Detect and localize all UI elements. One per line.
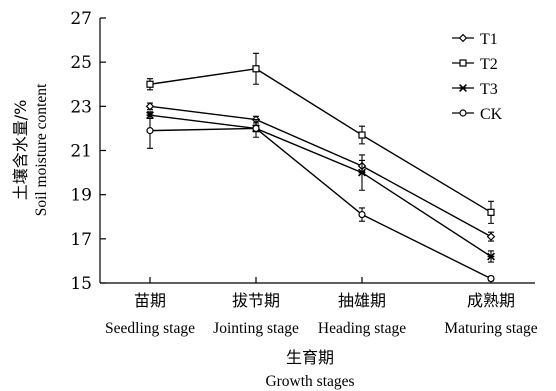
x-tick-label-cn: 抽雄期 [338, 291, 386, 310]
legend-item-t3: T3 [452, 81, 498, 98]
y-tick-label: 21 [70, 142, 92, 162]
x-tick-label-en: Heading stage [318, 320, 406, 337]
x-ticks: 苗期 Seedling stage 拔节期 Jointing stage 抽雄期 Head… [105, 277, 538, 337]
legend-marker-ck [459, 109, 467, 117]
point-t1 [486, 232, 496, 241]
y-tick-label: 19 [70, 186, 92, 206]
x-tick-label-en: Maturing stage [444, 320, 538, 337]
series-line-ck [149, 127, 492, 280]
legend: T1 T2 T3 CK [452, 31, 503, 123]
y-axis-title-en: Soil moisture content [33, 83, 50, 216]
x-tick-label-en: Seedling stage [105, 320, 195, 337]
legend-marker-t3 [459, 84, 467, 92]
y-ticks: 15 17 19 21 23 25 27 [70, 9, 106, 294]
x-axis-title-en: Growth stages [265, 373, 354, 390]
legend-marker-t2 [459, 59, 467, 67]
y-tick-label: 23 [70, 97, 92, 117]
x-axis-title-cn: 生育期 [286, 348, 334, 367]
series-line-t3 [149, 114, 492, 258]
y-tick-label: 17 [70, 230, 92, 250]
y-axis-title: 土壤含水量/% Soil moisture content [11, 83, 50, 216]
series-t2 [146, 52, 495, 224]
point-t3 [487, 252, 495, 261]
point-ck [146, 127, 154, 135]
series-t1 [145, 102, 496, 242]
legend-label-t3: T3 [480, 81, 498, 98]
legend-item-ck: CK [452, 106, 503, 123]
point-ck [358, 210, 366, 219]
point-t1 [145, 102, 155, 111]
point-ck [252, 124, 260, 133]
point-t2 [358, 131, 366, 139]
series-ck [146, 112, 495, 283]
legend-marker-t1 [458, 33, 468, 43]
series-line-t1 [149, 105, 492, 238]
y-axis-title-cn: 土壤含水量/% [11, 100, 30, 201]
legend-item-t2: T2 [452, 56, 498, 73]
x-tick-label-cn: 苗期 [134, 291, 166, 310]
x-tick-label-cn: 拔节期 [232, 291, 280, 310]
point-t2 [487, 208, 495, 216]
point-t3 [358, 168, 366, 177]
y-tick-label: 27 [70, 9, 92, 29]
legend-label-t2: T2 [480, 56, 498, 73]
y-tick-label: 15 [70, 274, 92, 294]
series-line-t2 [149, 68, 492, 213]
x-tick-label-en: Jointing stage [213, 320, 299, 337]
series-t3 [146, 111, 495, 263]
legend-label-t1: T1 [480, 31, 498, 48]
series-group [145, 52, 496, 283]
y-tick-label: 25 [70, 53, 92, 73]
point-ck [487, 274, 495, 283]
point-t2 [146, 80, 154, 88]
legend-item-t1: T1 [452, 31, 498, 48]
x-tick-label-cn: 成熟期 [467, 291, 515, 310]
point-t2 [252, 65, 260, 73]
legend-label-ck: CK [480, 106, 503, 123]
